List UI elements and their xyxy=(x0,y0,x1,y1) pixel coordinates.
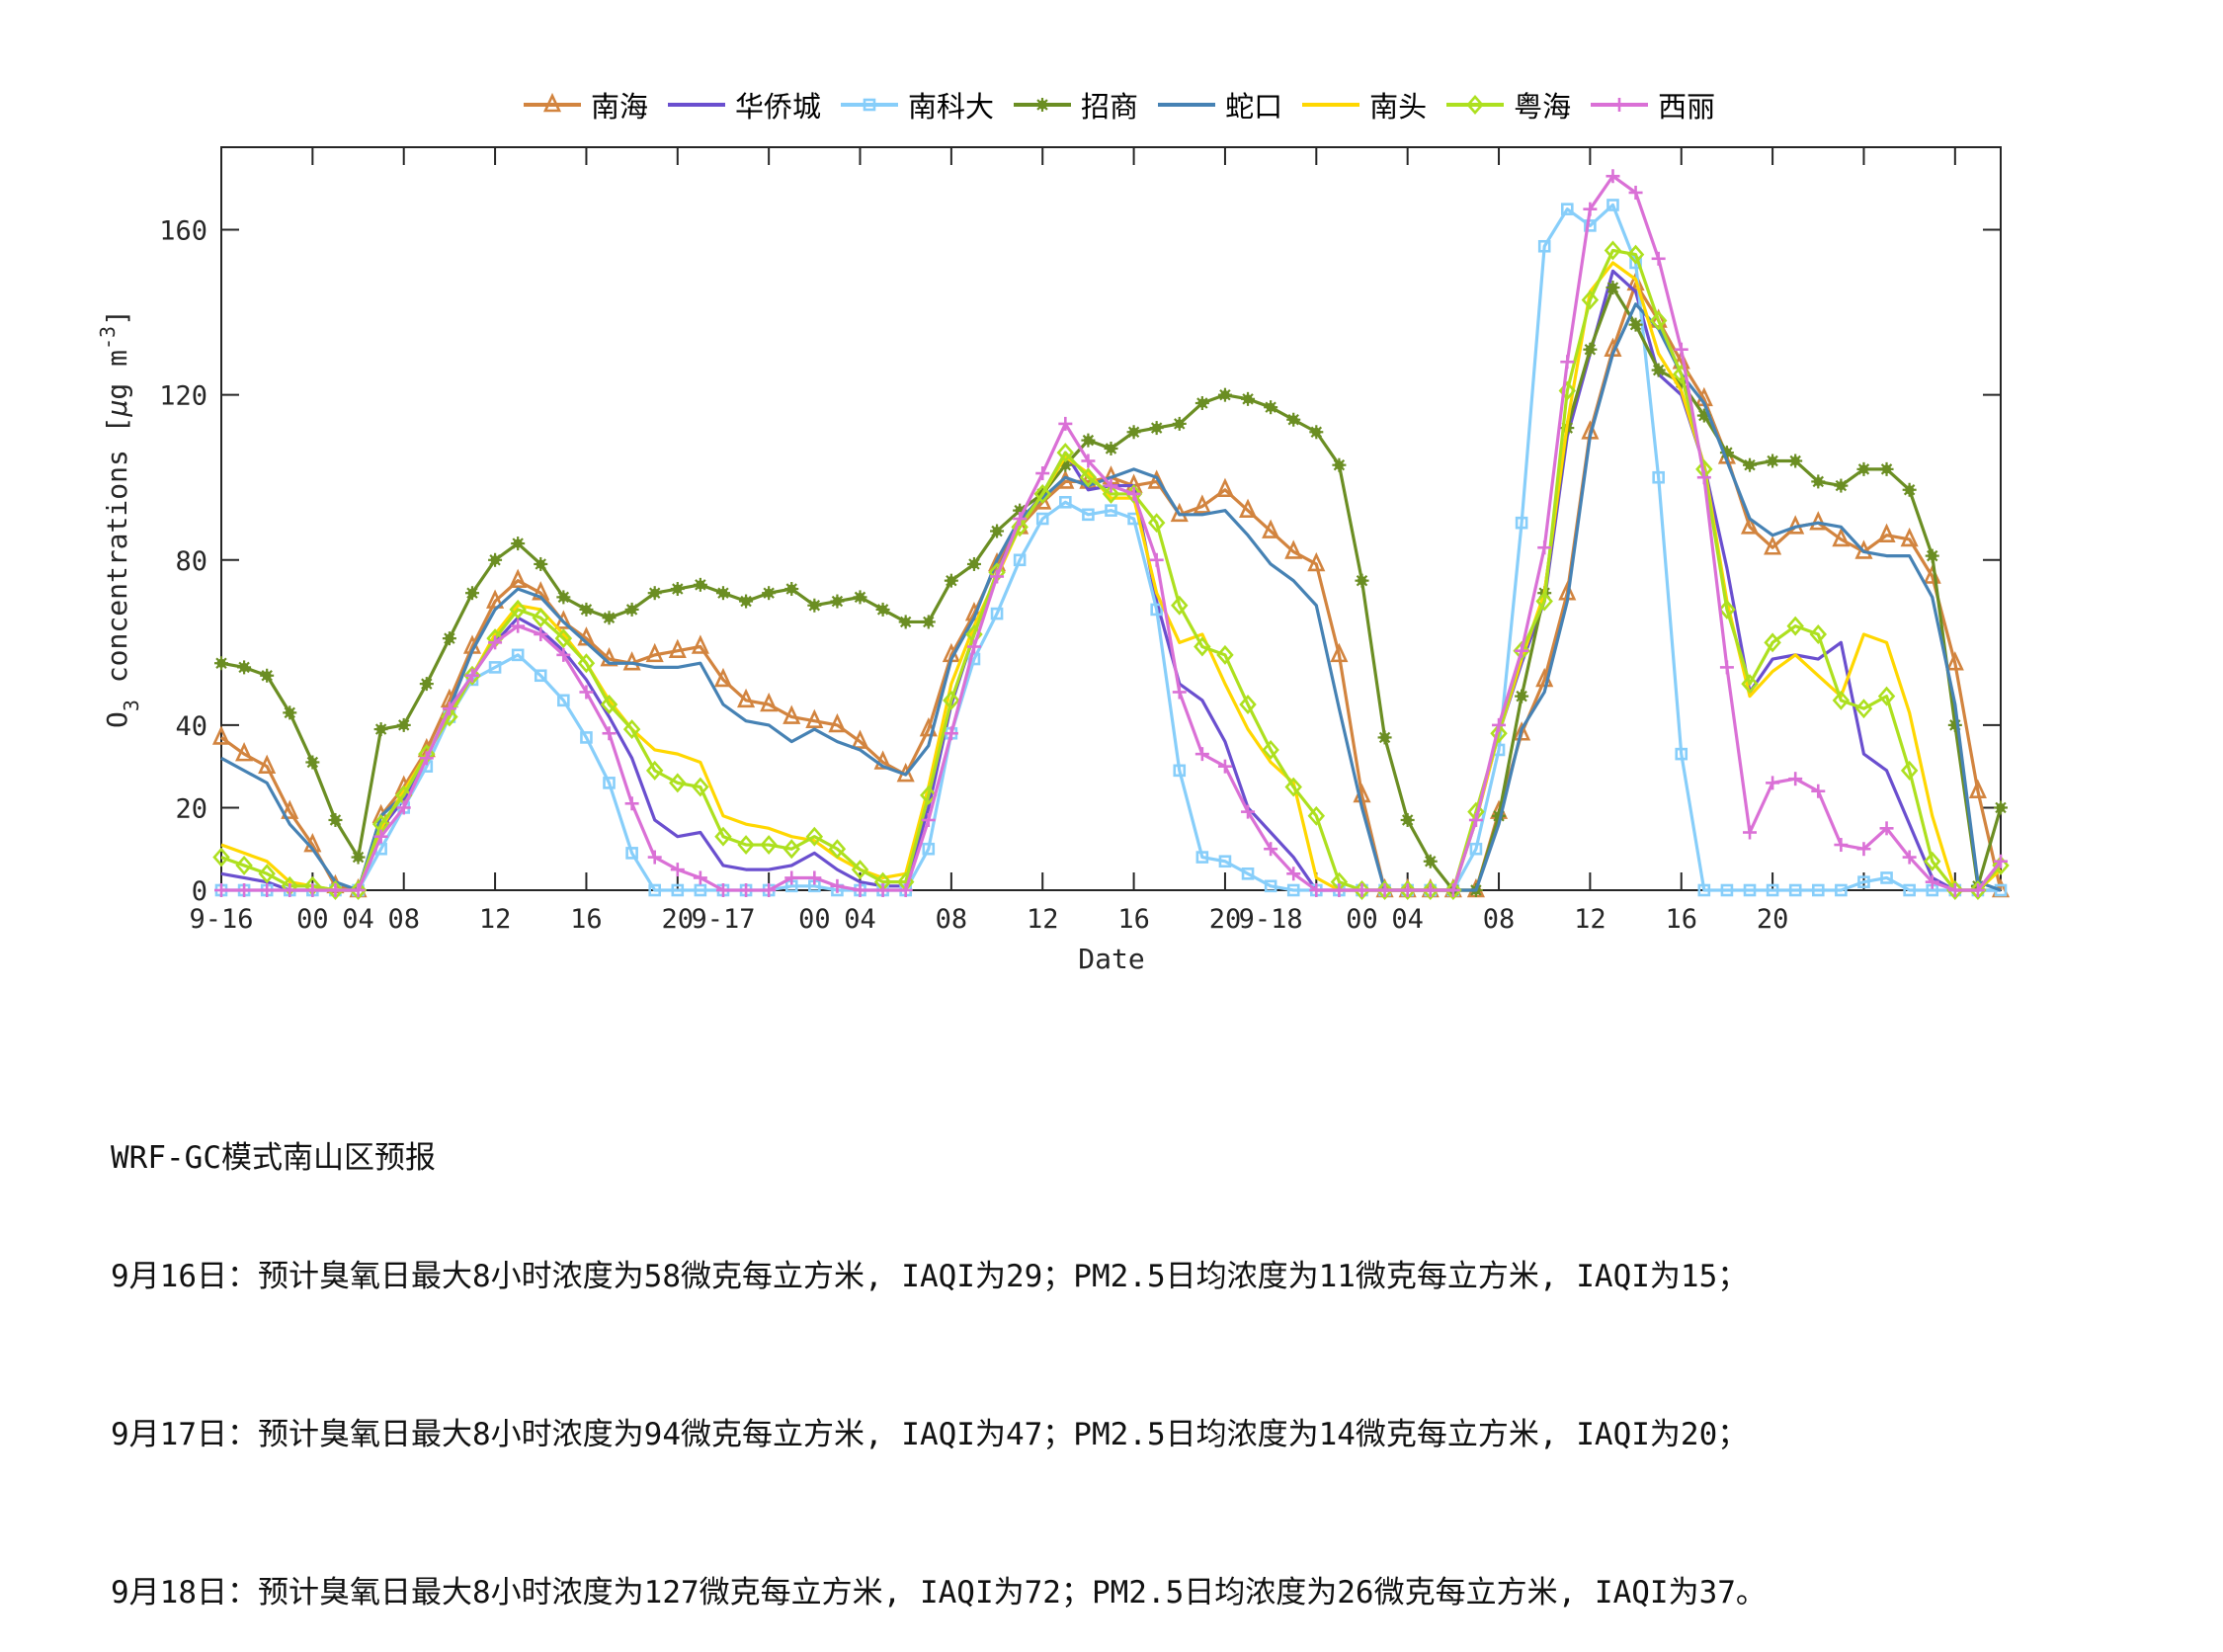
y-tick-label: 40 xyxy=(175,711,207,742)
y-tick-label: 120 xyxy=(159,381,207,412)
chart-legend: 南海 华侨城 南科大 招商 蛇口 南头 粤海 西丽 xyxy=(522,85,1733,124)
x-tick-label: 04 xyxy=(1391,904,1424,935)
line-marker-icon xyxy=(1158,103,1216,107)
report-title: WRF-GC模式南山区预报 xyxy=(111,1140,436,1176)
series-华侨城 xyxy=(220,269,2001,892)
star-marker-icon xyxy=(1014,98,1072,112)
legend-label: 西丽 xyxy=(1658,90,1716,124)
report-line-0918: 9月18日：预计臭氧日最大8小时浓度为127微克每立方米, IAQI为72；PM… xyxy=(111,1575,1767,1611)
y-tick-label: 160 xyxy=(159,216,207,247)
triangle-marker-icon xyxy=(524,92,581,113)
x-tick-label: 9-16 xyxy=(189,904,253,935)
x-tick-label: 04 xyxy=(844,904,876,935)
x-tick-label: 08 xyxy=(387,904,420,935)
x-tick-label: 16 xyxy=(1665,904,1697,935)
y-tick-label: 80 xyxy=(175,546,207,577)
x-tick-label: 9-17 xyxy=(691,904,755,935)
legend-label: 蛇口 xyxy=(1225,90,1283,124)
plus-marker-icon xyxy=(1591,98,1649,112)
series-南头 xyxy=(220,261,2003,892)
x-tick-label: 9-18 xyxy=(1239,904,1303,935)
x-tick-label: 04 xyxy=(342,904,374,935)
x-tick-label: 12 xyxy=(479,904,512,935)
series-蛇口 xyxy=(220,302,2002,892)
square-marker-icon xyxy=(841,98,899,112)
series-西丽 xyxy=(214,169,2008,897)
forecast-report: WRF-GC模式南山区预报 9月16日：预计臭氧日最大8小时浓度为58微克每立方… xyxy=(111,1059,1767,1652)
x-tick-label: 00 xyxy=(798,904,831,935)
legend-label: 南海 xyxy=(591,90,649,124)
legend-item-南海: 南海 xyxy=(522,84,648,125)
x-tick-label: 20 xyxy=(662,904,695,935)
legend-item-南科大: 南科大 xyxy=(839,84,994,125)
x-tick-label: 00 xyxy=(1346,904,1378,935)
line-marker-icon xyxy=(668,103,726,107)
x-axis-label: Date xyxy=(1078,943,1144,975)
legend-label: 南科大 xyxy=(908,90,995,124)
legend-item-招商: 招商 xyxy=(1012,84,1138,125)
x-tick-label: 12 xyxy=(1027,904,1059,935)
legend-label: 华侨城 xyxy=(735,90,822,124)
y-tick-label: 20 xyxy=(175,793,207,824)
series-南海 xyxy=(211,271,2011,898)
x-tick-label: 08 xyxy=(1483,904,1516,935)
report-line-0916: 9月16日：预计臭氧日最大8小时浓度为58微克每立方米, IAQI为29；PM2… xyxy=(111,1259,1749,1294)
series-粤海 xyxy=(212,240,2010,900)
legend-label: 招商 xyxy=(1081,90,1139,124)
legend-item-华侨城: 华侨城 xyxy=(666,84,821,125)
x-tick-label: 00 xyxy=(296,904,329,935)
x-tick-label: 16 xyxy=(570,904,603,935)
x-tick-label: 20 xyxy=(1209,904,1242,935)
legend-label: 粤海 xyxy=(1514,90,1572,124)
x-tick-label: 20 xyxy=(1757,904,1789,935)
report-line-0917: 9月17日：预计臭氧日最大8小时浓度为94微克每立方米, IAQI为47；PM2… xyxy=(111,1417,1749,1452)
y-tick-label: 0 xyxy=(192,876,207,907)
x-tick-label: 12 xyxy=(1574,904,1606,935)
y-axis-label: O3 concentrations [μg m-3] xyxy=(96,309,143,728)
legend-label: 南头 xyxy=(1369,90,1428,124)
legend-item-南头: 南头 xyxy=(1300,84,1427,125)
series-layer xyxy=(211,169,2011,900)
legend-item-西丽: 西丽 xyxy=(1589,84,1715,125)
x-tick-label: 16 xyxy=(1117,904,1150,935)
series-南科大 xyxy=(214,199,2008,897)
diamond-marker-icon xyxy=(1446,95,1505,115)
legend-item-粤海: 粤海 xyxy=(1444,84,1571,125)
line-marker-icon xyxy=(1302,103,1360,107)
legend-item-蛇口: 蛇口 xyxy=(1156,84,1282,125)
x-tick-label: 08 xyxy=(936,904,968,935)
series-招商 xyxy=(214,281,2008,897)
